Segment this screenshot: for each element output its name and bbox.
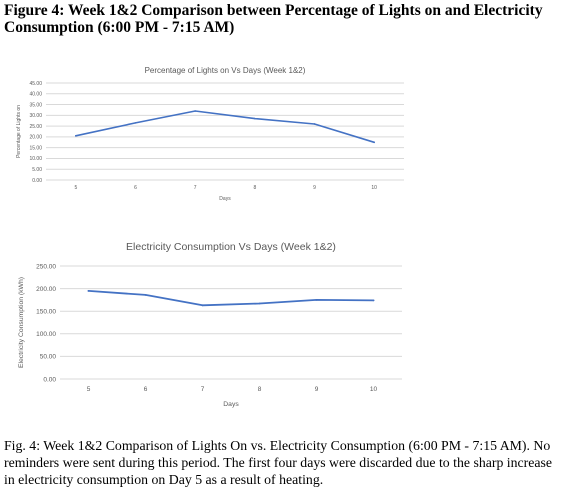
electricity-chart-data-point bbox=[144, 294, 147, 296]
lights-chart-y-tick-label: 25.00 bbox=[29, 124, 42, 130]
lights-on-chart: Percentage of Lights on Vs Days (Week 1&… bbox=[0, 56, 569, 206]
electricity-chart-x-tick-label: 8 bbox=[258, 386, 262, 393]
electricity-chart-y-tick-label: 50.00 bbox=[40, 354, 57, 361]
lights-chart-y-tick-label: 45.00 bbox=[29, 81, 42, 87]
electricity-chart-x-tick-label: 10 bbox=[370, 386, 378, 393]
lights-chart-data-point bbox=[313, 123, 316, 125]
lights-chart-title: Percentage of Lights on Vs Days (Week 1&… bbox=[145, 66, 306, 75]
electricity-chart-x-tick-label: 5 bbox=[87, 386, 91, 393]
lights-chart-x-axis-label: Days bbox=[219, 196, 231, 202]
lights-chart-y-tick-label: 30.00 bbox=[29, 113, 42, 119]
electricity-chart: Electricity Consumption Vs Days (Week 1&… bbox=[0, 232, 569, 417]
electricity-chart-data-point bbox=[87, 289, 90, 292]
lights-on-chart-svg: Percentage of Lights on Vs Days (Week 1&… bbox=[16, 66, 404, 202]
figure-title: Figure 4: Week 1&2 Comparison between Pe… bbox=[4, 2, 543, 36]
electricity-chart-data-point bbox=[315, 299, 318, 301]
electricity-chart-y-tick-label: 150.00 bbox=[36, 308, 56, 315]
electricity-chart-x-tick-label: 9 bbox=[315, 386, 319, 393]
lights-chart-y-tick-label: 40.00 bbox=[29, 92, 42, 98]
electricity-chart-data-point bbox=[372, 299, 375, 302]
lights-chart-data-point bbox=[75, 135, 77, 137]
lights-chart-x-tick-label: 9 bbox=[313, 185, 316, 191]
lights-chart-x-tick-label: 8 bbox=[253, 185, 256, 191]
electricity-chart-data-point bbox=[258, 302, 261, 305]
lights-chart-data-point bbox=[194, 110, 196, 112]
electricity-chart-y-tick-label: 0.00 bbox=[43, 376, 56, 383]
electricity-chart-y-tick-label: 250.00 bbox=[36, 263, 56, 270]
electricity-chart-y-axis-label: Electricity Consumption (kWh) bbox=[18, 277, 25, 368]
lights-chart-data-point bbox=[373, 141, 375, 144]
lights-chart-y-tick-label: 0.00 bbox=[32, 178, 42, 184]
lights-chart-x-tick-label: 5 bbox=[74, 185, 77, 191]
lights-chart-y-tick-label: 20.00 bbox=[29, 135, 42, 141]
electricity-chart-y-tick-label: 100.00 bbox=[36, 331, 56, 338]
lights-chart-x-tick-label: 6 bbox=[134, 185, 137, 191]
lights-chart-data-point bbox=[254, 117, 256, 120]
electricity-chart-x-axis-label: Days bbox=[223, 401, 239, 408]
lights-chart-series-line bbox=[75, 110, 376, 144]
electricity-chart-svg: Electricity Consumption Vs Days (Week 1&… bbox=[18, 241, 402, 408]
lights-chart-y-tick-label: 5.00 bbox=[32, 167, 42, 173]
lights-chart-x-tick-label: 10 bbox=[371, 185, 377, 191]
electricity-chart-x-tick-label: 7 bbox=[201, 386, 205, 393]
lights-chart-data-point bbox=[134, 122, 137, 124]
lights-chart-y-tick-label: 35.00 bbox=[29, 102, 42, 108]
electricity-chart-series-line bbox=[87, 290, 375, 307]
electricity-chart-title: Electricity Consumption Vs Days (Week 1&… bbox=[126, 241, 336, 253]
lights-chart-y-tick-label: 15.00 bbox=[29, 145, 42, 151]
lights-chart-x-tick-label: 7 bbox=[194, 185, 197, 191]
lights-chart-y-axis-label: Percentage of Lights on bbox=[16, 105, 22, 158]
electricity-chart-data-point bbox=[201, 304, 204, 307]
figure-caption: Fig. 4: Week 1&2 Comparison of Lights On… bbox=[4, 438, 552, 487]
lights-chart-y-tick-label: 10.00 bbox=[29, 156, 42, 162]
electricity-chart-y-tick-label: 200.00 bbox=[36, 286, 56, 293]
electricity-chart-x-tick-label: 6 bbox=[144, 386, 148, 393]
